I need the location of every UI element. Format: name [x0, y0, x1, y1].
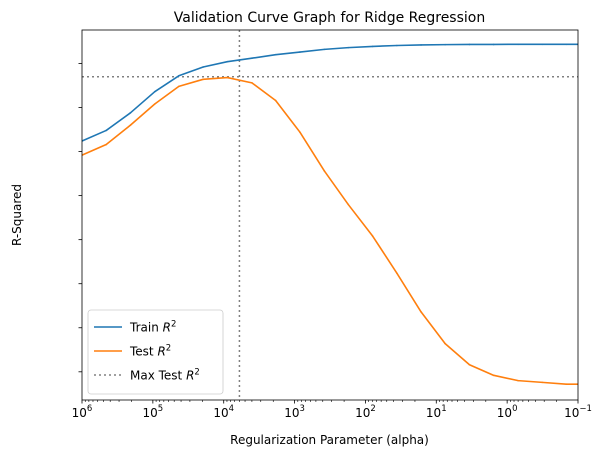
y-axis-label: R-Squared — [10, 184, 24, 246]
test-r2-point — [274, 99, 277, 102]
test-r2-point — [565, 383, 568, 385]
train-r2-point — [323, 48, 326, 51]
legend-label-test: Test R2 — [129, 344, 171, 359]
test-r2-point — [371, 235, 374, 237]
x-tick-label: 102 — [355, 404, 376, 420]
train-r2-point — [251, 57, 253, 59]
test-r2-point — [517, 379, 519, 382]
test-r2-point — [251, 82, 253, 84]
axes: 106 105 104 103 102 101 100 10−1 — [72, 29, 592, 420]
train-r2-point — [105, 129, 108, 132]
train-r2-point — [226, 60, 229, 63]
x-tick-label: 100 — [497, 404, 518, 420]
legend-box — [87, 309, 224, 395]
test-r2-point — [323, 170, 326, 172]
x-tick-label: 101 — [426, 404, 447, 420]
test-r2-point — [178, 85, 180, 88]
test-r2-line — [82, 76, 578, 385]
test-r2-point — [468, 363, 471, 366]
test-r2-point — [202, 78, 204, 81]
train-r2-point — [396, 44, 398, 47]
x-tick-label: 105 — [143, 404, 164, 420]
train-r2-point — [202, 66, 204, 68]
test-r2-point — [347, 203, 350, 206]
x-tick-label: 106 — [72, 404, 93, 420]
test-r2-point — [396, 272, 398, 274]
test-r2-point — [129, 124, 132, 126]
train-r2-point — [178, 75, 180, 77]
x-tick-label: 104 — [213, 404, 234, 420]
train-r2-point — [129, 112, 132, 114]
chart-title: Validation Curve Graph for Ridge Regress… — [174, 10, 485, 26]
test-r2-point — [541, 381, 544, 384]
test-r2-point — [299, 131, 301, 133]
test-r2-point — [444, 342, 446, 345]
train-r2-point — [371, 45, 374, 48]
train-r2-point — [541, 43, 544, 46]
train-r2-line — [82, 43, 578, 142]
test-r2-point — [492, 374, 495, 377]
test-r2-point — [105, 143, 108, 146]
train-r2-point — [299, 51, 301, 53]
train-r2-point — [347, 46, 350, 49]
test-r2-point — [420, 311, 422, 313]
x-axis-label: Regularization Parameter (alpha) — [230, 433, 429, 447]
test-r2-point — [226, 76, 229, 79]
train-r2-point — [468, 43, 471, 46]
train-r2-point — [492, 43, 495, 46]
train-r2-point — [153, 90, 156, 93]
x-tick-label: 103 — [284, 404, 305, 420]
legend-label-max-test: Max Test R2 — [130, 368, 200, 383]
test-r2-point — [153, 103, 156, 105]
x-tick-label: 10−1 — [564, 404, 592, 420]
train-r2-point — [420, 44, 422, 46]
axes-frame — [81, 29, 579, 401]
plot-area — [82, 30, 578, 400]
train-r2-point — [444, 43, 446, 46]
legend-label-train: Train R2 — [129, 320, 176, 335]
train-r2-point — [517, 43, 519, 46]
legend: Train R2 Test R2 Max Test R2 — [87, 309, 224, 395]
train-r2-point — [565, 43, 568, 46]
train-r2-point — [274, 53, 277, 56]
